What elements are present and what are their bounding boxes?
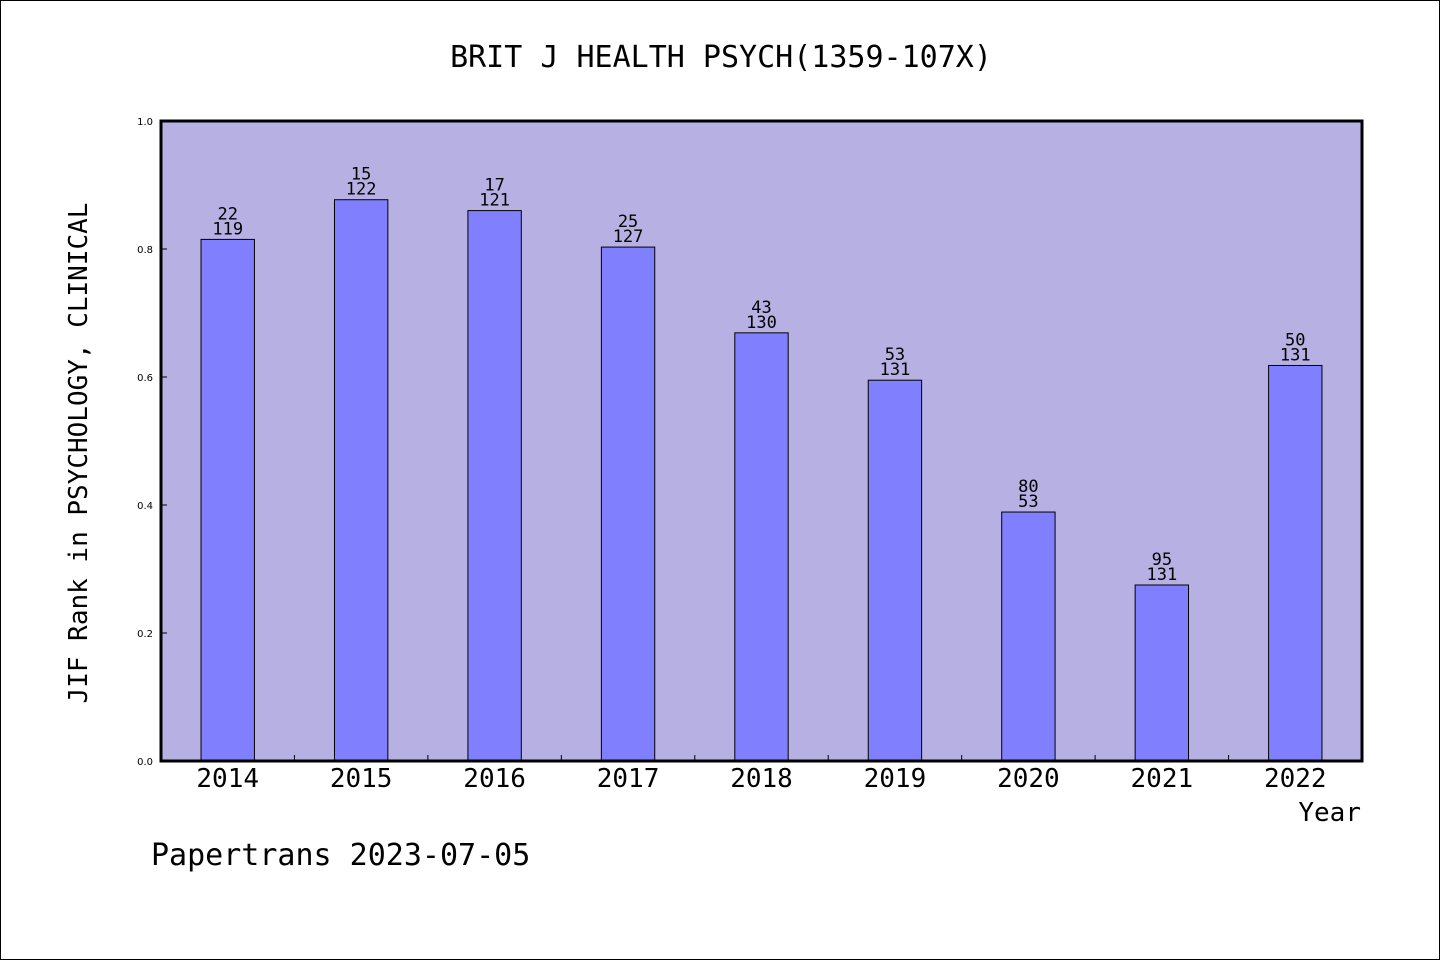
y-tick-label: 1.0 <box>137 117 153 128</box>
y-tick-label: 0.4 <box>137 501 153 512</box>
bar-label-total-2019: 131 <box>880 360 911 380</box>
x-axis: 2014 2015 2016 2017 2018 2019 2020 2021 2022 <box>196 755 1327 794</box>
bar-2014 <box>200 238 255 762</box>
bar-label-total-2021: 131 <box>1146 565 1177 585</box>
bar-2020 <box>1001 511 1056 762</box>
bar-2022 <box>1268 364 1323 762</box>
x-tick-label: 2014 <box>196 764 259 794</box>
x-tick-label: 2020 <box>997 764 1060 794</box>
x-tick-label: 2015 <box>330 764 393 794</box>
x-tick-label: 2021 <box>1131 764 1194 794</box>
chart-title: BRIT J HEALTH PSYCH(1359-107X) <box>450 40 992 75</box>
bar-label-total-2020: 53 <box>1018 492 1038 512</box>
bar-label-total-2015: 122 <box>346 180 377 200</box>
plot-border <box>159 119 1364 763</box>
bar-label-rank-2019: 53 <box>885 345 905 365</box>
bar-2015 <box>333 199 389 762</box>
y-tick-label: 0.8 <box>137 245 153 256</box>
bar-label-rank-2016: 17 <box>484 176 504 196</box>
x-tick-label: 2016 <box>463 764 526 794</box>
x-tick-label: 2017 <box>597 764 660 794</box>
bar-label-total-2018: 130 <box>746 313 777 333</box>
x-tick-label: 2018 <box>730 764 793 794</box>
y-tick-label: 0.2 <box>137 629 153 640</box>
bars-layer <box>200 199 1323 762</box>
y-axis-label: JIF Rank in PSYCHOLOGY, CLINICAL <box>64 203 94 704</box>
bar-label-rank-2020: 80 <box>1018 477 1038 497</box>
bar-label-rank-2015: 15 <box>351 165 371 185</box>
y-tick-label: 0.6 <box>137 373 153 384</box>
bar-label-total-2022: 131 <box>1280 345 1311 365</box>
x-tick-label: 2022 <box>1264 764 1327 794</box>
bar-label-rank-2018: 43 <box>751 298 771 318</box>
footer-text: Papertrans 2023-07-05 <box>151 838 530 873</box>
bar-label-total-2017: 127 <box>613 227 644 247</box>
bar-label-rank-2017: 25 <box>618 212 638 232</box>
bar-2018 <box>734 332 789 762</box>
y-axis: 0.0 0.2 0.4 0.6 0.8 1.0 <box>137 117 167 768</box>
bar-2017 <box>600 246 656 762</box>
bar-2019 <box>867 379 923 762</box>
x-tick-label: 2019 <box>864 764 927 794</box>
x-axis-label: Year <box>1298 798 1361 828</box>
bar-label-total-2014: 119 <box>212 219 243 239</box>
y-tick-label: 0.0 <box>137 757 153 768</box>
bar-label-rank-2021: 95 <box>1152 550 1172 570</box>
bar-label-total-2016: 121 <box>479 191 510 211</box>
bar-2016 <box>467 210 522 762</box>
bar-label-rank-2022: 50 <box>1285 330 1305 350</box>
bar-2021 <box>1134 584 1190 762</box>
bar-label-rank-2014: 22 <box>217 204 237 224</box>
